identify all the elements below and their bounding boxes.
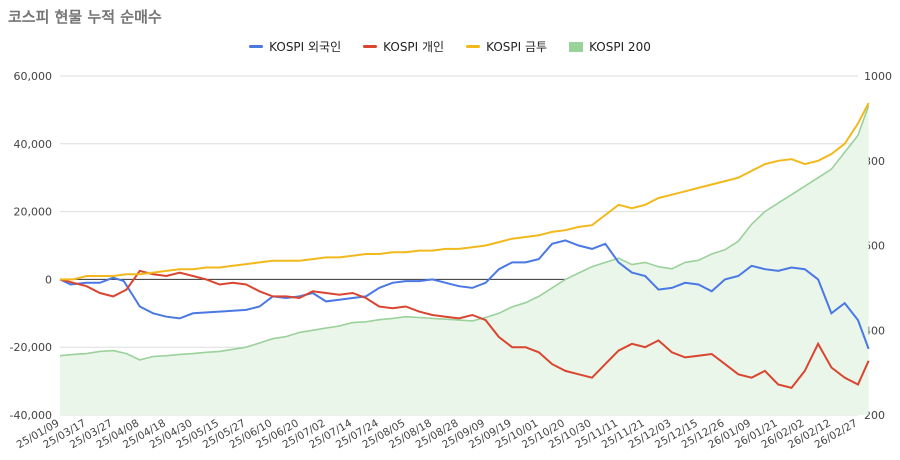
y2-tick-label: 200: [864, 409, 885, 422]
legend-item: KOSPI 금투: [466, 38, 547, 55]
y-tick-label: -40,000: [10, 409, 52, 422]
chart-legend: KOSPI 외국인 KOSPI 개인 KOSPI 금투 KOSPI 200: [0, 38, 900, 55]
legend-label: KOSPI 200: [589, 39, 651, 54]
legend-swatch: [249, 45, 264, 48]
legend-label: KOSPI 금투: [486, 40, 548, 54]
y-tick-label: 60,000: [14, 70, 53, 83]
legend-swatch: [466, 45, 481, 48]
legend-label: KOSPI 외국인: [269, 40, 342, 54]
series-line: [59, 269, 870, 390]
series-line: [60, 102, 870, 281]
legend-item: KOSPI 외국인: [249, 38, 341, 55]
legend-item: KOSPI 200: [569, 38, 651, 55]
legend-item: KOSPI 개인: [363, 38, 444, 55]
y-tick-label: 40,000: [14, 138, 53, 151]
legend-swatch: [363, 45, 378, 48]
series-area-kospi200: [60, 105, 869, 415]
y-tick-label: 0: [45, 273, 52, 286]
y2-tick-label: 1000: [864, 70, 892, 83]
y2-tick-label: 400: [864, 324, 885, 337]
y-tick-label: -20,000: [10, 341, 52, 354]
series-line-kospi200: [59, 105, 870, 361]
y2-tick-label: 600: [864, 240, 885, 253]
series-line: [59, 239, 870, 350]
legend-swatch: [569, 41, 584, 52]
legend-label: KOSPI 개인: [383, 40, 445, 54]
chart-title: 코스피 현물 누적 순매수: [8, 8, 162, 26]
y2-tick-label: 800: [864, 155, 885, 168]
y-tick-label: 20,000: [14, 206, 53, 219]
